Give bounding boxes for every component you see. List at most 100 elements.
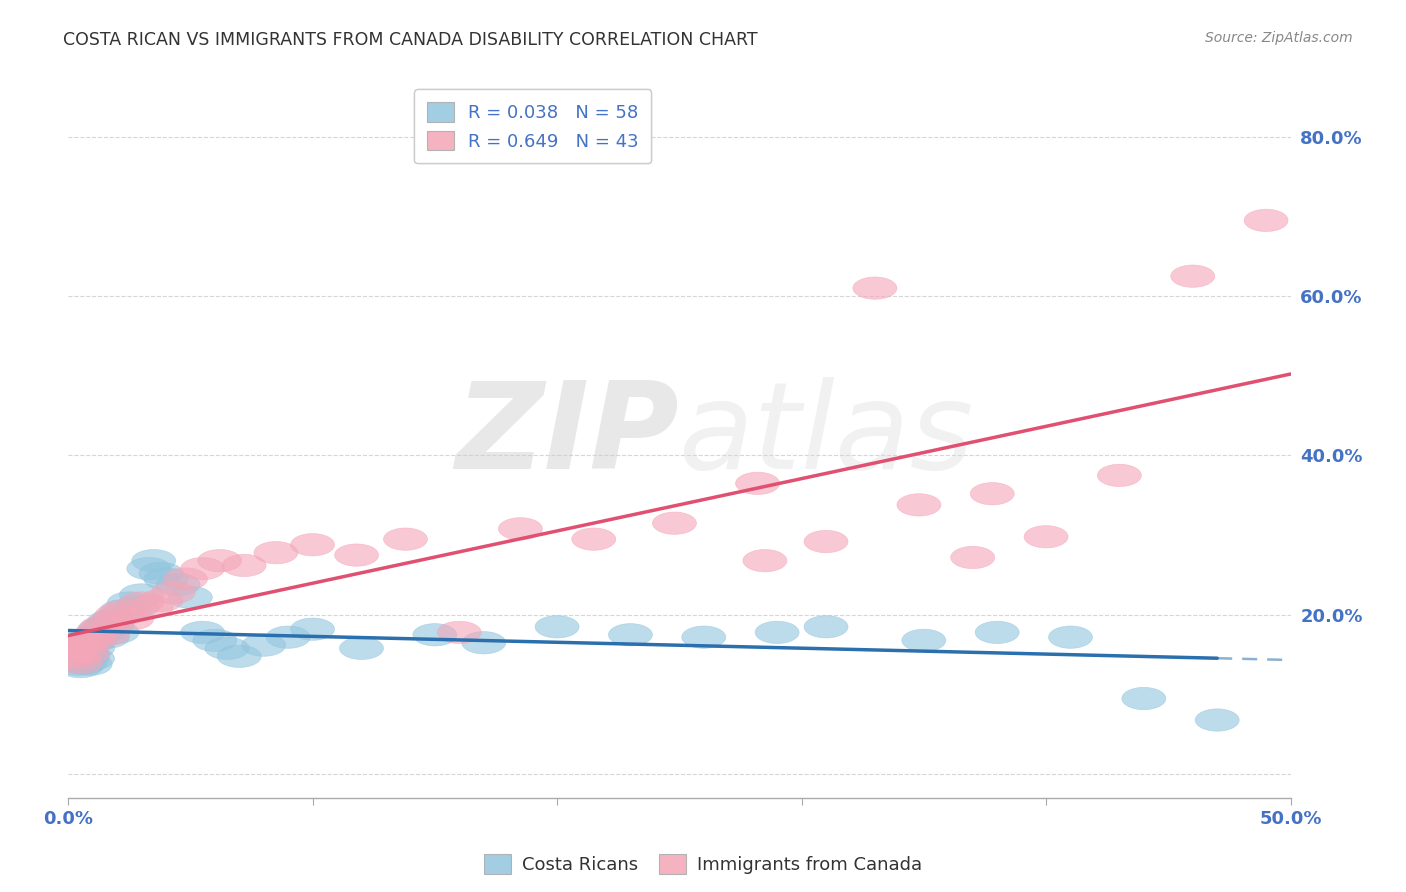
Ellipse shape xyxy=(93,607,136,630)
Text: COSTA RICAN VS IMMIGRANTS FROM CANADA DISABILITY CORRELATION CHART: COSTA RICAN VS IMMIGRANTS FROM CANADA DI… xyxy=(63,31,758,49)
Ellipse shape xyxy=(180,621,225,643)
Ellipse shape xyxy=(67,653,112,675)
Ellipse shape xyxy=(205,637,249,659)
Ellipse shape xyxy=(129,596,173,618)
Ellipse shape xyxy=(66,634,110,657)
Ellipse shape xyxy=(461,632,506,654)
Ellipse shape xyxy=(86,626,129,648)
Ellipse shape xyxy=(254,541,298,564)
Ellipse shape xyxy=(1098,464,1142,486)
Ellipse shape xyxy=(63,632,107,654)
Ellipse shape xyxy=(163,568,208,591)
Ellipse shape xyxy=(198,549,242,572)
Ellipse shape xyxy=(437,621,481,643)
Ellipse shape xyxy=(53,648,97,670)
Text: atlas: atlas xyxy=(679,377,974,494)
Ellipse shape xyxy=(63,651,107,673)
Ellipse shape xyxy=(970,483,1014,505)
Ellipse shape xyxy=(114,596,159,618)
Ellipse shape xyxy=(66,642,110,665)
Ellipse shape xyxy=(339,637,384,659)
Ellipse shape xyxy=(180,558,225,580)
Ellipse shape xyxy=(152,582,195,604)
Ellipse shape xyxy=(735,472,779,494)
Ellipse shape xyxy=(853,277,897,300)
Ellipse shape xyxy=(384,528,427,550)
Ellipse shape xyxy=(169,586,212,608)
Ellipse shape xyxy=(87,610,132,632)
Ellipse shape xyxy=(1122,688,1166,710)
Ellipse shape xyxy=(80,621,124,643)
Ellipse shape xyxy=(742,549,787,572)
Ellipse shape xyxy=(90,614,134,636)
Ellipse shape xyxy=(100,599,143,622)
Ellipse shape xyxy=(51,645,96,667)
Ellipse shape xyxy=(58,651,103,673)
Ellipse shape xyxy=(51,634,96,657)
Ellipse shape xyxy=(49,640,93,662)
Ellipse shape xyxy=(132,549,176,572)
Ellipse shape xyxy=(976,621,1019,643)
Ellipse shape xyxy=(291,533,335,556)
Ellipse shape xyxy=(96,621,139,643)
Ellipse shape xyxy=(58,656,103,678)
Ellipse shape xyxy=(103,599,146,622)
Ellipse shape xyxy=(218,645,262,667)
Ellipse shape xyxy=(53,650,97,673)
Ellipse shape xyxy=(56,653,100,675)
Ellipse shape xyxy=(60,648,105,670)
Text: ZIP: ZIP xyxy=(456,377,679,494)
Ellipse shape xyxy=(56,632,100,654)
Ellipse shape xyxy=(413,624,457,646)
Ellipse shape xyxy=(60,636,105,658)
Text: Source: ZipAtlas.com: Source: ZipAtlas.com xyxy=(1205,31,1353,45)
Ellipse shape xyxy=(804,531,848,553)
Ellipse shape xyxy=(682,626,725,648)
Ellipse shape xyxy=(83,615,127,638)
Ellipse shape xyxy=(242,634,285,657)
Ellipse shape xyxy=(120,583,163,606)
Ellipse shape xyxy=(56,634,100,657)
Ellipse shape xyxy=(652,512,696,534)
Ellipse shape xyxy=(1195,709,1239,731)
Ellipse shape xyxy=(120,591,163,614)
Ellipse shape xyxy=(73,629,117,651)
Ellipse shape xyxy=(266,626,311,648)
Ellipse shape xyxy=(143,568,188,591)
Ellipse shape xyxy=(1024,525,1069,548)
Ellipse shape xyxy=(950,546,994,568)
Ellipse shape xyxy=(63,640,107,662)
Ellipse shape xyxy=(536,615,579,638)
Ellipse shape xyxy=(127,558,170,580)
Ellipse shape xyxy=(897,494,941,516)
Ellipse shape xyxy=(193,629,236,651)
Ellipse shape xyxy=(58,642,103,665)
Ellipse shape xyxy=(51,637,96,659)
Ellipse shape xyxy=(80,615,124,638)
Ellipse shape xyxy=(222,554,266,576)
Ellipse shape xyxy=(609,624,652,646)
Ellipse shape xyxy=(70,648,114,670)
Ellipse shape xyxy=(1171,265,1215,287)
Ellipse shape xyxy=(77,618,122,640)
Ellipse shape xyxy=(96,604,139,626)
Legend: R = 0.038   N = 58, R = 0.649   N = 43: R = 0.038 N = 58, R = 0.649 N = 43 xyxy=(413,89,651,163)
Ellipse shape xyxy=(110,607,153,630)
Ellipse shape xyxy=(804,615,848,638)
Ellipse shape xyxy=(70,637,114,659)
Ellipse shape xyxy=(86,624,129,646)
Ellipse shape xyxy=(335,544,378,566)
Ellipse shape xyxy=(572,528,616,550)
Ellipse shape xyxy=(70,629,114,651)
Ellipse shape xyxy=(107,591,152,614)
Ellipse shape xyxy=(90,610,134,632)
Ellipse shape xyxy=(1049,626,1092,648)
Ellipse shape xyxy=(49,645,93,667)
Ellipse shape xyxy=(498,517,543,540)
Ellipse shape xyxy=(1244,210,1288,232)
Ellipse shape xyxy=(901,629,946,651)
Ellipse shape xyxy=(53,637,97,659)
Ellipse shape xyxy=(139,562,183,584)
Ellipse shape xyxy=(66,645,110,667)
Ellipse shape xyxy=(60,640,105,662)
